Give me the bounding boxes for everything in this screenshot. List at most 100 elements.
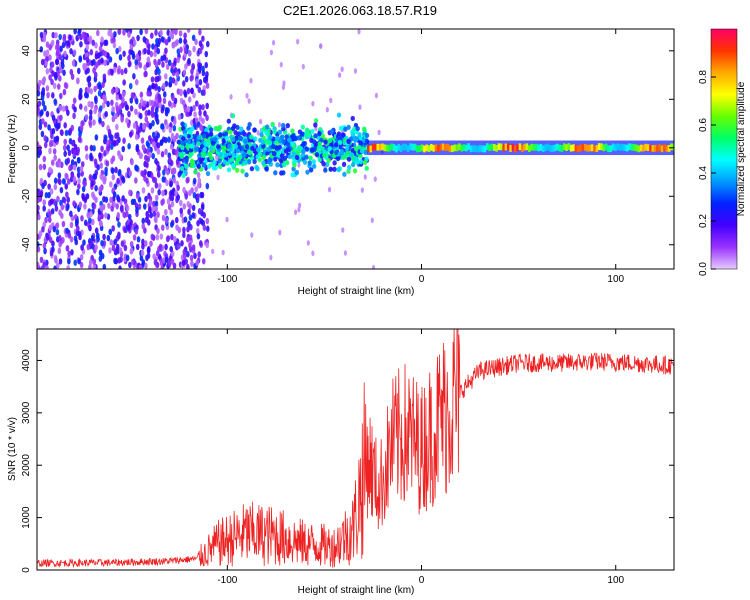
spectrogram-cell	[171, 148, 176, 155]
spectrogram-cell	[193, 169, 198, 175]
spectrogram-cell	[85, 153, 89, 160]
spectrogram-cell	[358, 104, 362, 110]
spectrogram-cell	[79, 103, 83, 110]
spectrogram-cell	[267, 139, 272, 146]
spectrogram-cell	[313, 118, 319, 124]
spectrogram-cell	[289, 141, 295, 147]
spectrogram-cell	[128, 131, 133, 138]
spectrogram-cell	[266, 146, 271, 153]
spectrogram-cell	[183, 106, 188, 114]
spectrogram-cell	[127, 54, 131, 62]
spectrogram-cell	[77, 157, 81, 164]
spectrogram-cell	[340, 132, 346, 138]
spectrogram-cell	[154, 144, 158, 152]
spectrogram-cell	[53, 154, 57, 161]
spectrogram-cell	[296, 38, 300, 45]
spectrogram-cell	[123, 67, 128, 75]
spectrogram-cell	[82, 239, 86, 246]
spectrogram-cell	[59, 186, 64, 194]
spectrogram-cell	[122, 50, 126, 57]
spectrogram-cell	[658, 144, 662, 151]
spectrogram-cell	[186, 105, 191, 113]
spectrogram-cell	[378, 143, 382, 151]
spectrogram-cell	[165, 169, 170, 176]
spectrogram-cell	[60, 58, 65, 66]
spectrogram-cell	[121, 90, 126, 98]
spectrogram-cell	[462, 144, 466, 152]
spectrogram-cell	[68, 127, 73, 135]
spectrogram-cell	[111, 225, 115, 232]
spectrogram-cell	[247, 149, 253, 156]
spectrogram-cell	[93, 85, 97, 93]
spectrogram-cell	[238, 135, 244, 141]
spectrogram-cell	[628, 143, 631, 151]
spectrogram-cell	[172, 125, 177, 132]
spectrogram-cell	[188, 203, 193, 210]
spectrogram-cell	[93, 173, 98, 180]
spectrogram-cell	[160, 151, 165, 158]
spectrogram-cell	[275, 162, 280, 168]
spectrogram-cell	[91, 191, 95, 198]
spectrogram-cell	[228, 129, 233, 135]
spectrogram-cell	[259, 118, 263, 125]
spectrogram-cell	[151, 131, 156, 139]
spectrogram-cell	[290, 128, 295, 134]
spectrogram-cell	[285, 123, 291, 129]
spectrogram-cell	[467, 143, 470, 151]
spectrogram-cell	[89, 154, 93, 162]
spectrogram-cell	[672, 143, 674, 151]
spectrogram-cell	[45, 85, 50, 92]
spectrogram-cell	[128, 189, 132, 196]
spectrogram-cell	[195, 259, 199, 267]
spectrogram-cell	[595, 145, 599, 152]
spectrogram-cells	[37, 29, 674, 269]
spectrogram-cell	[420, 144, 424, 152]
spectrogram-cell	[91, 39, 96, 46]
spectrogram-cell	[249, 166, 255, 172]
spectrogram-cell	[164, 208, 168, 216]
spectrogram-cell	[665, 145, 669, 153]
spectrogram-cell	[308, 155, 313, 161]
spectrogram-cell	[177, 113, 182, 121]
spectrogram-cell	[558, 144, 561, 152]
spectrogram-cell	[42, 205, 46, 212]
spectrogram-cell	[37, 204, 40, 212]
spectrogram-cell	[406, 145, 410, 153]
spectrogram-cell	[48, 147, 52, 155]
spectrogram-cell	[115, 132, 120, 139]
spectrogram-cell	[76, 225, 80, 232]
spectrogram-cell	[125, 117, 129, 124]
spectrogram-cell	[170, 221, 174, 228]
spectrogram-cell	[174, 216, 179, 224]
spectrogram-cell	[145, 38, 150, 46]
spectrogram-cell	[264, 124, 270, 130]
spectrogram-cell	[77, 29, 81, 36]
spectrogram-cell	[137, 203, 142, 210]
spectrogram-cell	[183, 47, 188, 54]
spectrogram-cell	[85, 56, 90, 63]
spectrogram-cell	[168, 156, 172, 164]
spectrogram-cell	[317, 157, 322, 163]
spectrogram-cell	[155, 118, 160, 125]
spectrogram-cell	[177, 171, 182, 178]
spectrogram-cell	[327, 186, 332, 193]
spectrogram-cell	[170, 258, 175, 265]
spectrogram-cell	[70, 159, 75, 166]
spectrogram-cell	[323, 139, 328, 145]
spectrogram-cell	[149, 211, 154, 219]
spectrogram-cell	[154, 194, 159, 201]
spectrogram-cell	[109, 196, 113, 204]
spectrogram-cell	[167, 59, 172, 66]
spectrogram-cell	[45, 41, 50, 48]
spectrogram-cell	[106, 145, 111, 152]
spectrogram-cell	[39, 256, 44, 264]
spectrogram-cell	[196, 141, 201, 147]
spectrogram-cell	[167, 203, 172, 211]
spectrogram-cell	[165, 122, 170, 130]
spectrogram-cell	[73, 29, 77, 35]
spectrogram-cell	[156, 148, 161, 155]
spectrogram-cell	[93, 107, 97, 115]
spectrogram-cell	[135, 53, 140, 60]
spectrogram-cell	[499, 143, 503, 151]
spectrogram-cell	[139, 29, 143, 36]
